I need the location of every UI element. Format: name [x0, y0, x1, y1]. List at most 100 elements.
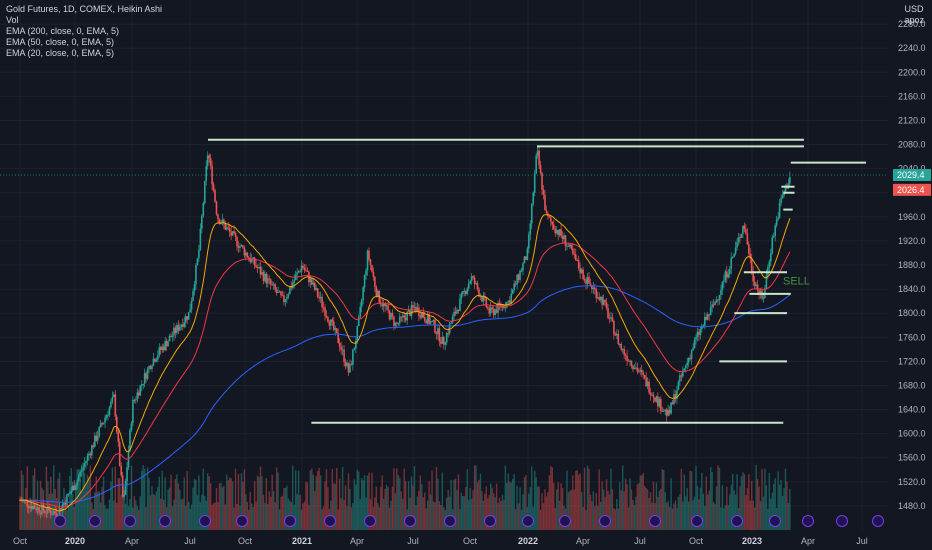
volume-bar-362: [550, 466, 552, 530]
volume-bar-523: [786, 481, 788, 530]
candlestick-series: [19, 145, 791, 523]
candle-body-284: [435, 332, 438, 335]
candle-body-399: [604, 299, 606, 303]
candle-body-84: [142, 383, 144, 385]
volume-bar-249: [384, 488, 386, 530]
volume-bar-193: [302, 503, 304, 530]
event-marker-11[interactable]: [484, 515, 496, 527]
event-marker-21[interactable]: [872, 515, 884, 527]
candle-body-14: [39, 512, 42, 515]
volume-bar-323: [492, 493, 495, 530]
candle-body-464: [699, 329, 702, 335]
volume-bar-169: [267, 503, 269, 530]
candle-body-178: [280, 291, 282, 296]
volume-bar-479: [721, 485, 724, 530]
legend-vol[interactable]: Vol: [6, 15, 19, 25]
event-marker-18[interactable]: [769, 515, 781, 527]
volume-bar-408: [617, 508, 619, 530]
horizontal-levels[interactable]: SELL: [0, 138, 888, 424]
volume-bar-37: [73, 506, 75, 530]
volume-bar-42: [80, 491, 83, 530]
event-marker-14[interactable]: [599, 515, 611, 527]
volume-bar-525: [789, 489, 791, 530]
event-marker-9[interactable]: [404, 515, 416, 527]
volume-bar-209: [325, 469, 328, 530]
volume-bar-466: [702, 493, 705, 530]
volume-bar-467: [704, 505, 706, 530]
volume-bar-80: [136, 505, 139, 530]
candle-body-43: [82, 466, 84, 471]
currency-label[interactable]: USD apoz: [904, 4, 924, 26]
event-marker-5[interactable]: [236, 515, 248, 527]
volume-bar-204: [318, 467, 320, 530]
volume-bar-129: [208, 476, 210, 530]
legend-ema-20[interactable]: EMA (20, close, 0, EMA, 5): [6, 48, 115, 58]
event-marker-13[interactable]: [559, 515, 571, 527]
event-markers[interactable]: [54, 515, 884, 527]
volume-bar-201: [314, 490, 316, 530]
candle-body-501: [753, 281, 756, 287]
price-axis[interactable]: 1480.0 1520.0 1560.0 1600.0 1640.0 1680.0 1720…: [898, 19, 926, 511]
legend-ema-50[interactable]: EMA (50, close, 0, EMA, 5): [6, 37, 115, 47]
candle-body-353: [536, 150, 539, 156]
event-marker-3[interactable]: [159, 515, 171, 527]
volume-bar-474: [714, 503, 716, 530]
volume-bar-63: [111, 467, 114, 530]
candle-body-411: [621, 348, 624, 350]
candle-body-497: [748, 244, 750, 254]
volume-bar-333: [507, 473, 510, 530]
y-tick-label-17: 2160.0: [898, 91, 926, 101]
volume-bar-97: [161, 471, 163, 530]
volume-bar-140: [224, 504, 226, 530]
volume-bar-172: [271, 474, 273, 530]
event-marker-6[interactable]: [284, 515, 296, 527]
candle-body-470: [708, 314, 711, 316]
volume-bar-13: [38, 505, 40, 530]
candle-body-291: [445, 332, 448, 343]
event-marker-20[interactable]: [836, 515, 848, 527]
event-marker-10[interactable]: [444, 515, 456, 527]
ema-lines: [19, 214, 791, 512]
event-marker-8[interactable]: [364, 515, 376, 527]
event-marker-0[interactable]: [54, 515, 66, 527]
candle-body-258: [397, 323, 400, 325]
legend-title[interactable]: Gold Futures, 1D, COMEX, Heikin Ashi: [6, 4, 163, 14]
volume-bar-171: [270, 496, 272, 530]
candle-body-492: [740, 233, 743, 238]
event-marker-4[interactable]: [199, 515, 211, 527]
legend-ema-200[interactable]: EMA (200, close, 0, EMA, 5): [6, 26, 120, 36]
event-marker-15[interactable]: [649, 515, 661, 527]
event-marker-12[interactable]: [522, 515, 534, 527]
volume-bar-369: [560, 483, 562, 530]
candle-body-179: [281, 295, 284, 297]
volume-bar-180: [283, 488, 285, 530]
candle-body-55: [99, 423, 102, 428]
candle-body-285: [437, 328, 439, 335]
candle-body-361: [548, 215, 551, 218]
event-marker-16[interactable]: [691, 515, 703, 527]
candle-body-450: [679, 375, 681, 382]
candle-body-311: [475, 283, 477, 285]
volume-bar-83: [141, 470, 143, 530]
candle-body-81: [137, 392, 140, 396]
volume-bar-197: [308, 504, 310, 530]
candle-body-431: [651, 394, 653, 396]
volume-bar-492: [740, 476, 743, 530]
candle-body-505: [759, 290, 762, 294]
event-marker-17[interactable]: [731, 515, 743, 527]
volume-bar-345: [525, 475, 527, 530]
y-tick-label-8: 1800.0: [898, 308, 926, 318]
event-marker-2[interactable]: [124, 515, 136, 527]
event-marker-1[interactable]: [89, 515, 101, 527]
candle-body-518: [778, 203, 781, 218]
event-marker-7[interactable]: [324, 515, 336, 527]
sell-annotation[interactable]: SELL: [783, 275, 810, 287]
volume-bar-471: [709, 466, 712, 530]
volume-bar-502: [755, 465, 757, 530]
event-marker-19[interactable]: [802, 515, 814, 527]
time-axis[interactable]: Oct 2020 Apr Jul Oct 2021 Apr Jul Oct 2022 Apr Jul O…: [13, 536, 868, 546]
volume-bar-225: [349, 489, 351, 530]
candle-body-392: [594, 287, 596, 290]
candle-body-486: [731, 256, 734, 258]
